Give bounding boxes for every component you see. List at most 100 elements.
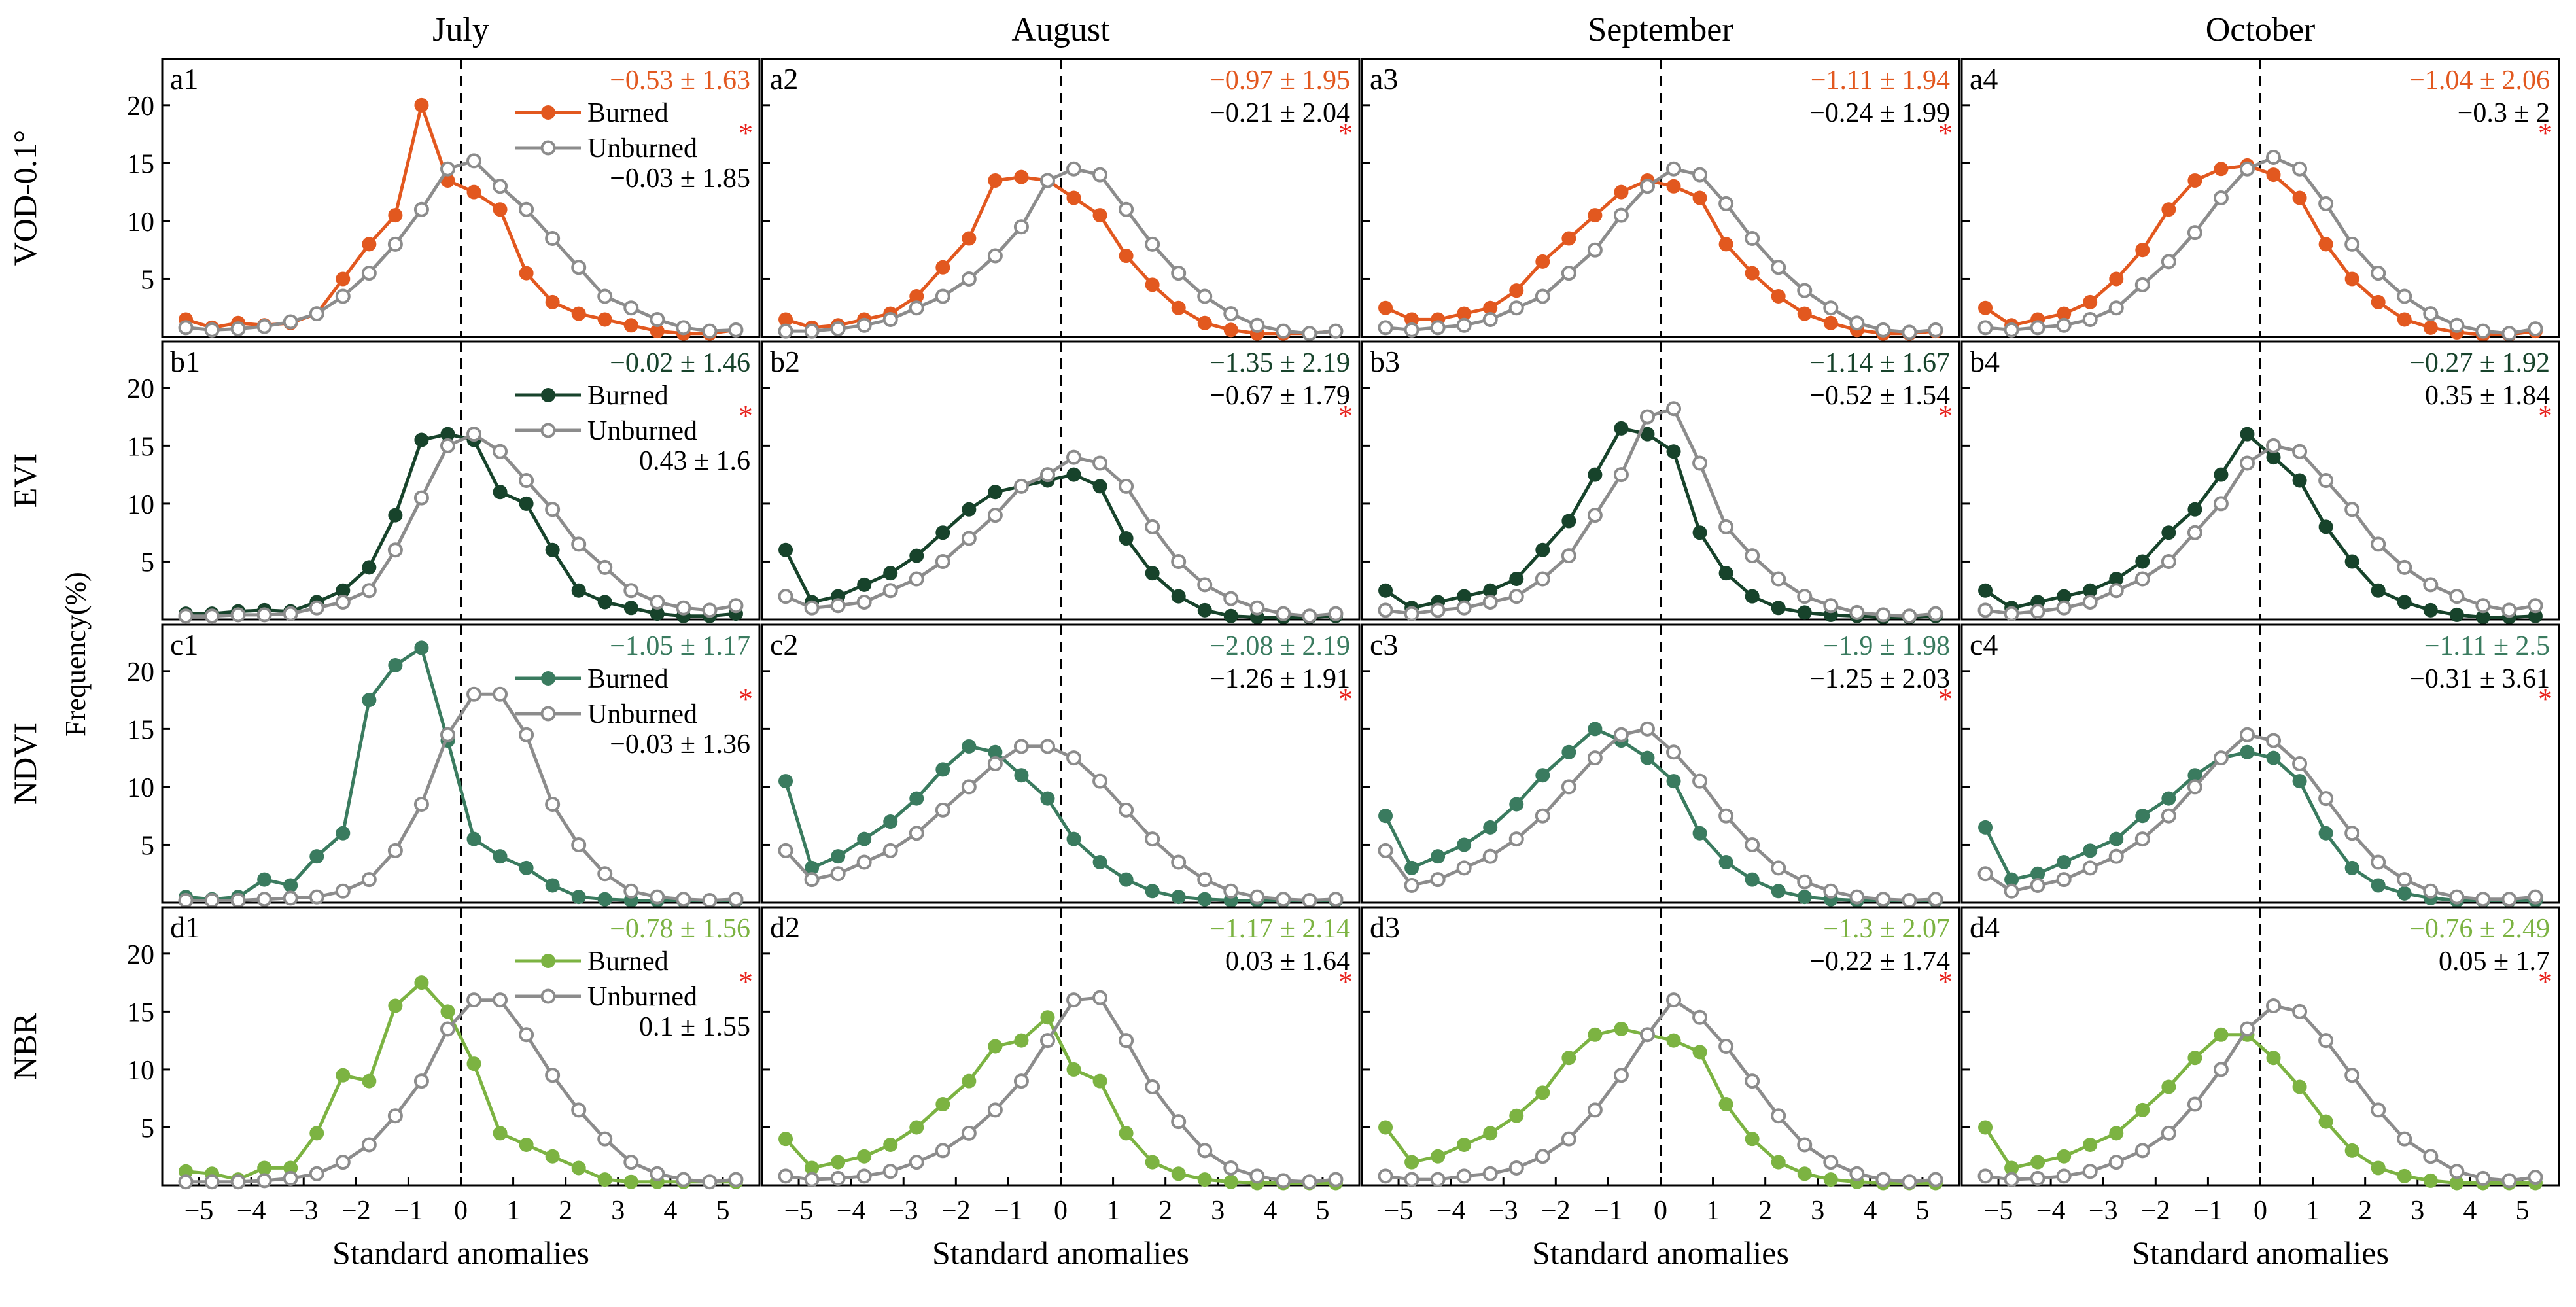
x-tick-label: 5 [1315, 1196, 1329, 1226]
burned-point [545, 294, 560, 309]
burned-point [2187, 768, 2202, 783]
unburned-point [1013, 739, 1029, 754]
x-tick-label: 1 [506, 1196, 520, 1226]
unburned-point [728, 1172, 744, 1187]
x-axis-label: Standard anomalies [332, 1234, 589, 1271]
burned-stat: −1.04 ± 2.06 [2409, 65, 2550, 96]
burned-point [1588, 722, 1603, 737]
y-tick-label: 15 [127, 715, 154, 745]
burned-point [909, 289, 924, 304]
unburned-point [1718, 808, 1734, 824]
burned-point [179, 1164, 194, 1179]
burned-point [309, 849, 324, 864]
significance-star: * [2538, 117, 2552, 149]
y-axis-label: Frequency(%) [60, 572, 92, 737]
burned-point [2004, 1160, 2019, 1176]
burned-point [1978, 583, 1993, 598]
burned-point [1119, 1126, 1134, 1141]
unburned-point [1797, 1137, 1813, 1153]
burned-point [1014, 1033, 1029, 1048]
unburned-point [856, 317, 872, 333]
unburned-point [1249, 889, 1265, 905]
unburned-point [702, 602, 718, 618]
unburned-point [440, 438, 455, 453]
unburned-point [961, 271, 977, 287]
unburned-point [2161, 254, 2176, 270]
burned-point [1483, 1126, 1498, 1141]
unburned-point [1171, 266, 1187, 281]
unburned-point [1745, 837, 1760, 852]
burned-point [2449, 607, 2464, 622]
unburned-point [571, 260, 587, 275]
unburned-point [361, 1137, 377, 1153]
unburned-point [1456, 317, 1472, 333]
burned-stat: −1.11 ± 2.5 [2424, 631, 2550, 661]
unburned-point [2501, 602, 2517, 618]
burned-point [388, 208, 403, 223]
unburned-point [335, 594, 351, 610]
unburned-point [1535, 808, 1550, 824]
unburned-point [1977, 866, 1993, 882]
burned-point [362, 1073, 377, 1089]
unburned-point [1066, 750, 1082, 766]
unburned-point [2475, 892, 2491, 907]
burned-point [1145, 566, 1160, 581]
unburned-point [1302, 326, 1317, 341]
unburned-point [1197, 288, 1213, 304]
unburned-point [1692, 167, 1708, 183]
unburned-point [1404, 322, 1419, 338]
x-tick-label: −5 [784, 1196, 814, 1226]
burned-point [935, 1097, 950, 1112]
unburned-point [935, 1143, 950, 1159]
unburned-point [571, 1102, 587, 1118]
x-tick-label: 2 [559, 1196, 572, 1226]
burned-point [571, 890, 586, 905]
burned-line [1984, 164, 2536, 336]
burned-point [1066, 831, 1081, 846]
burned-stat: −1.35 ± 2.19 [1210, 348, 1350, 378]
unburned-point [1639, 721, 1655, 737]
unburned-line [186, 998, 737, 1184]
unburned-point [1302, 608, 1317, 624]
x-tick-label: 3 [1211, 1196, 1225, 1226]
unburned-point [1666, 992, 1682, 1008]
burned-point [362, 693, 377, 708]
burned-point [2266, 750, 2281, 765]
panel-b3: b3 −1.14 ± 1.67 *−0.52 ± 1.54 [1361, 340, 1960, 625]
unburned-point [804, 872, 820, 888]
unburned-point [1508, 1160, 1524, 1176]
significance-star: * [2538, 400, 2552, 432]
unburned-point [335, 883, 351, 899]
y-tick-label: 5 [141, 265, 154, 295]
unburned-point [2371, 266, 2386, 281]
x-tick-label: −2 [2141, 1196, 2170, 1226]
unburned-point [256, 319, 272, 334]
unburned-point [387, 843, 403, 858]
unburned-point [545, 230, 561, 246]
unburned-point [2239, 455, 2255, 471]
burned-point [2214, 1027, 2229, 1042]
burned-point [1771, 289, 1786, 304]
y-tick-label: 5 [141, 1113, 154, 1143]
unburned-point [335, 1155, 351, 1170]
unburned-point [2004, 1172, 2019, 1187]
x-tick-label: 3 [1811, 1196, 1824, 1226]
burned-point [2109, 1126, 2124, 1141]
burned-point [1978, 1120, 1993, 1135]
legend-burned-label: Burned [587, 947, 669, 977]
unburned-point [1456, 860, 1472, 876]
unburned-stat: 0.05 ± 1.7 [2439, 947, 2550, 977]
x-tick-label: −4 [237, 1196, 266, 1226]
unburned-point [1692, 455, 1708, 471]
burned-point [2318, 826, 2333, 841]
unburned-point [2239, 1021, 2255, 1037]
burned-point [2344, 1143, 2359, 1158]
unburned-line [185, 158, 737, 333]
burned-point [962, 739, 977, 754]
unburned-point [466, 427, 482, 442]
burned-point [1457, 589, 1472, 604]
burned-point [1457, 1138, 1472, 1153]
burned-point [1404, 860, 1419, 875]
unburned-point [1823, 883, 1839, 899]
burned-line [784, 1015, 1336, 1185]
